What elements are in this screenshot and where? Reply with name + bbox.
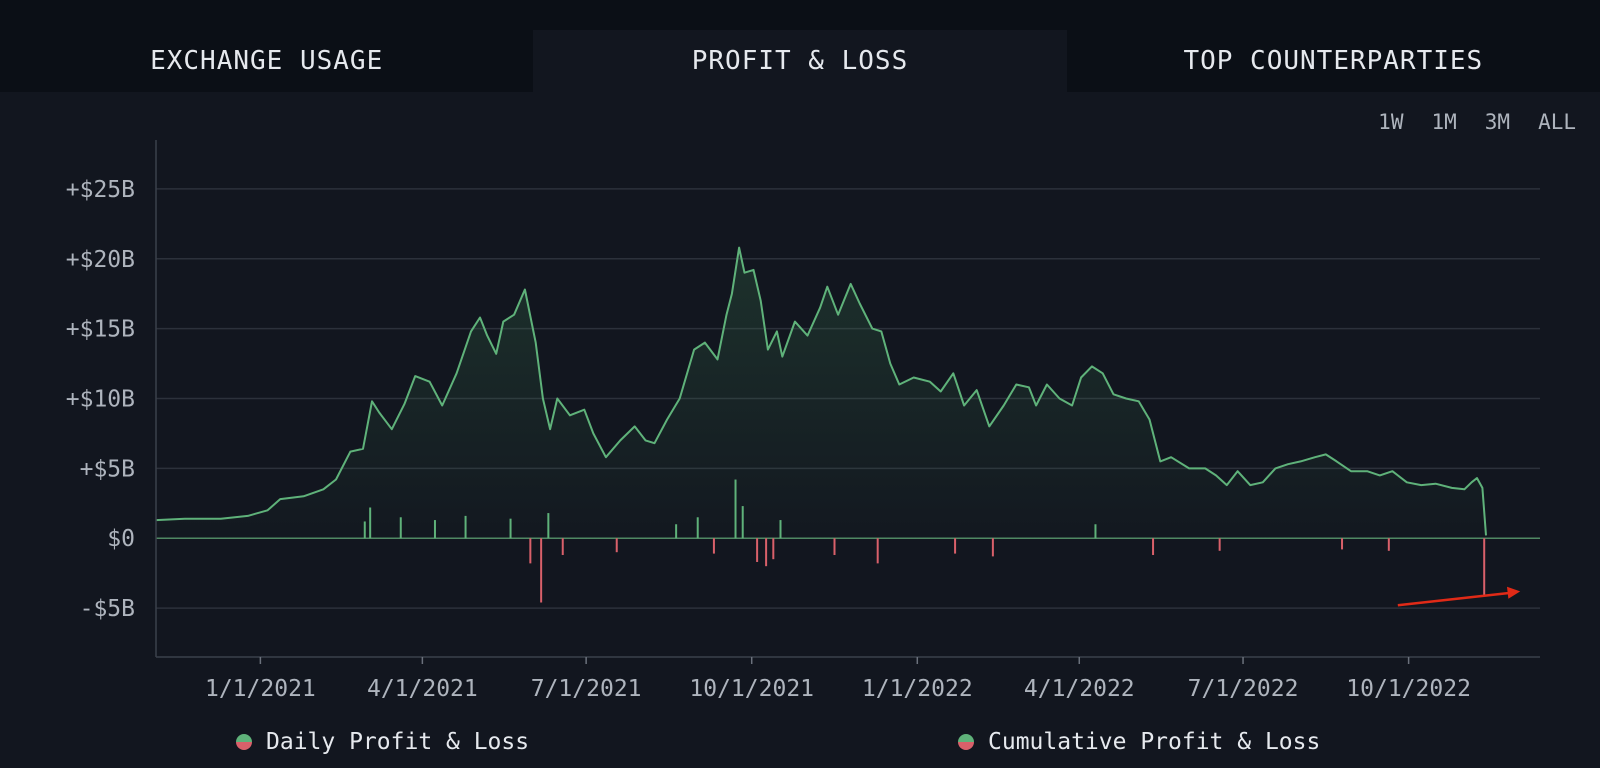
range-3m-button[interactable]: 3M bbox=[1484, 110, 1511, 134]
legend-dot-icon bbox=[236, 734, 252, 750]
range-selector: 1W 1M 3M ALL bbox=[1378, 110, 1576, 134]
top-bar bbox=[0, 0, 1600, 30]
tab-profit-loss[interactable]: PROFIT & LOSS bbox=[533, 30, 1067, 92]
y-tick-label: -$5B bbox=[80, 596, 135, 622]
cumulative-area-fill bbox=[156, 247, 1486, 539]
x-tick-label: 1/1/2022 bbox=[862, 676, 973, 702]
legend-cumulative-label: Cumulative Profit & Loss bbox=[988, 729, 1321, 755]
x-tick-label: 1/1/2021 bbox=[205, 676, 316, 702]
y-tick-label: +$25B bbox=[66, 177, 135, 203]
y-tick-label: $0 bbox=[107, 526, 135, 552]
x-tick-label: 7/1/2021 bbox=[531, 676, 642, 702]
tab-exchange-usage[interactable]: EXCHANGE USAGE bbox=[150, 46, 384, 76]
tab-bar: EXCHANGE USAGE PROFIT & LOSS TOP COUNTER… bbox=[0, 30, 1600, 92]
x-tick-label: 10/1/2021 bbox=[689, 676, 814, 702]
y-tick-label: +$15B bbox=[66, 317, 135, 343]
range-1m-button[interactable]: 1M bbox=[1431, 110, 1457, 134]
tab-top-counterparties[interactable]: TOP COUNTERPARTIES bbox=[1183, 46, 1484, 76]
y-tick-label: +$20B bbox=[66, 247, 135, 273]
range-1w-button[interactable]: 1W bbox=[1378, 110, 1404, 134]
arrow-head-icon bbox=[1506, 586, 1521, 599]
legend-daily-label: Daily Profit & Loss bbox=[266, 729, 530, 755]
x-tick-label: 7/1/2022 bbox=[1188, 676, 1299, 702]
cumulative-line bbox=[155, 246, 1487, 536]
y-tick-label: +$10B bbox=[66, 387, 135, 413]
y-tick-label: +$5B bbox=[80, 456, 135, 482]
range-all-button[interactable]: ALL bbox=[1538, 110, 1576, 134]
legend-cumulative[interactable]: Cumulative Profit & Loss bbox=[958, 729, 1320, 755]
legend-dot-icon bbox=[958, 734, 974, 750]
x-tick-label: 4/1/2022 bbox=[1024, 676, 1135, 702]
x-tick-label: 4/1/2021 bbox=[367, 676, 478, 702]
legend-daily[interactable]: Daily Profit & Loss bbox=[236, 729, 529, 755]
x-tick-label: 10/1/2022 bbox=[1346, 676, 1471, 702]
annotation-arrow bbox=[1397, 591, 1511, 607]
